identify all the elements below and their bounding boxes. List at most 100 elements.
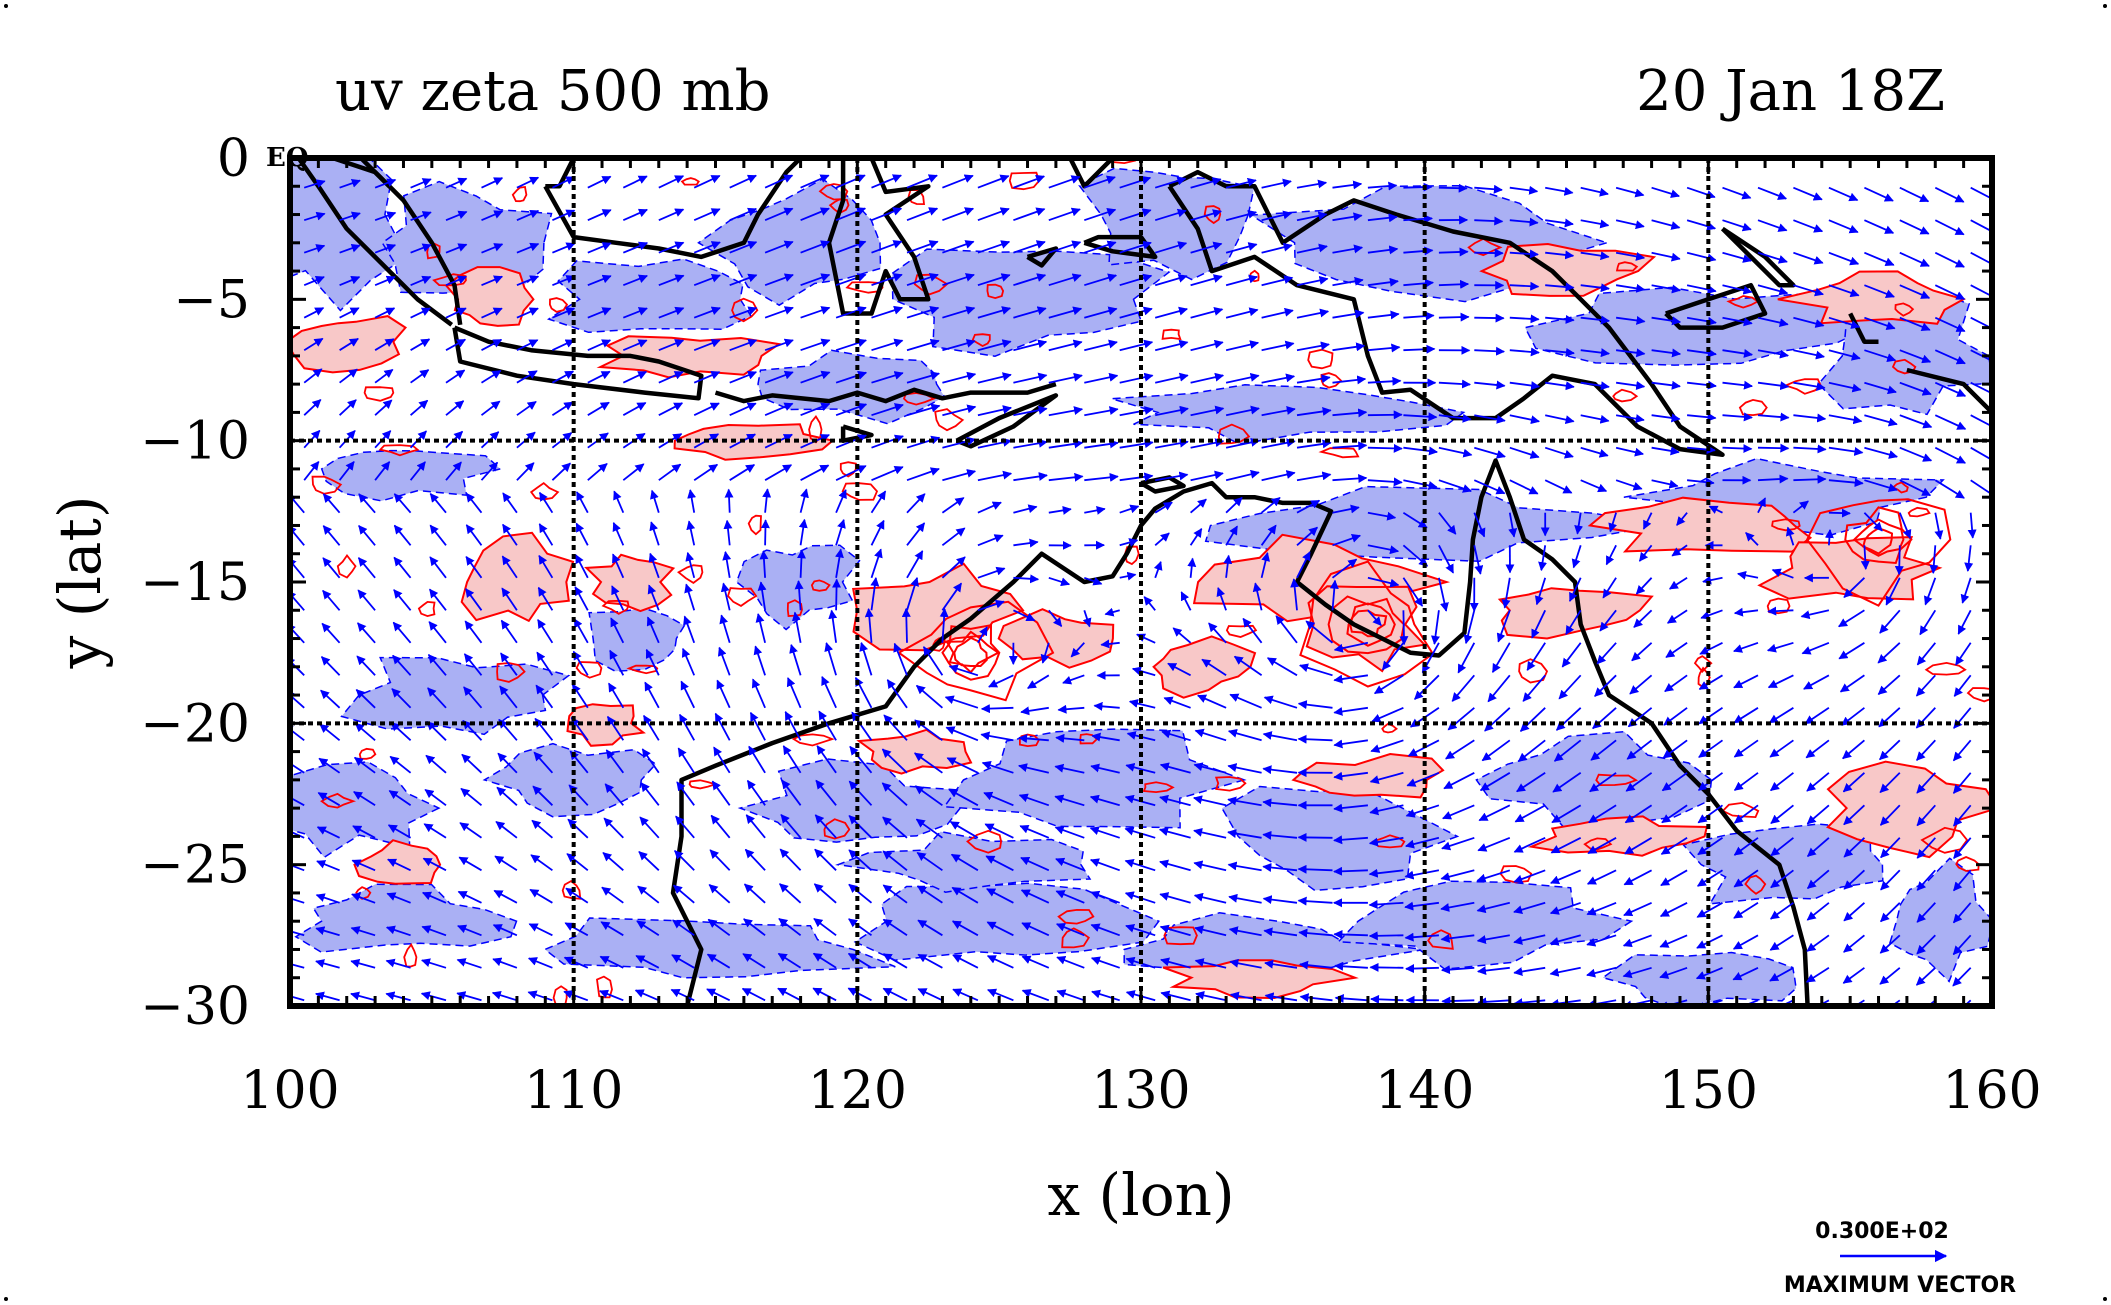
wind-vector bbox=[1438, 446, 1473, 458]
wind-vector bbox=[1131, 666, 1156, 677]
positive-vorticity-area bbox=[1777, 270, 1967, 325]
wind-vector bbox=[566, 853, 589, 872]
wind-vector bbox=[942, 338, 976, 352]
wind-vector bbox=[777, 952, 802, 969]
vector-key: 0.300E+02 MAXIMUM VECTOR bbox=[1784, 1219, 2016, 1298]
wind-vector bbox=[587, 307, 612, 319]
wind-vector bbox=[572, 650, 589, 676]
wind-vector bbox=[1054, 763, 1085, 774]
wind-vector bbox=[1332, 375, 1367, 385]
wind-vector bbox=[494, 855, 518, 872]
wind-vector bbox=[445, 369, 466, 384]
wind-vector bbox=[481, 307, 503, 319]
wind-vector bbox=[393, 493, 412, 514]
wind-vector bbox=[645, 648, 660, 676]
wind-vector bbox=[1368, 836, 1404, 847]
wind-vector bbox=[1463, 610, 1476, 645]
wind-vector bbox=[941, 556, 966, 579]
wind-vector bbox=[714, 712, 731, 741]
vorticity-contour bbox=[1595, 773, 1639, 787]
vorticity-contour bbox=[1057, 908, 1095, 925]
coastline-segment bbox=[331, 158, 463, 326]
wind-vector bbox=[421, 958, 447, 969]
wind-vector bbox=[742, 953, 766, 969]
wind-vector bbox=[749, 711, 766, 741]
wind-vector bbox=[1159, 762, 1191, 774]
wind-vector bbox=[1414, 674, 1440, 700]
wind-vectors bbox=[290, 174, 1992, 1006]
wind-vector bbox=[587, 463, 608, 481]
wind-vector bbox=[1296, 407, 1332, 417]
wind-vector bbox=[818, 710, 837, 741]
wind-vector bbox=[1405, 964, 1439, 974]
wind-vector bbox=[1403, 246, 1434, 256]
wind-vector bbox=[1027, 674, 1050, 689]
vorticity-contour bbox=[1008, 171, 1041, 191]
wind-vector bbox=[1477, 836, 1511, 852]
wind-vector bbox=[303, 179, 326, 189]
wind-vector bbox=[944, 695, 979, 709]
wind-vector bbox=[1201, 658, 1227, 677]
wind-vector bbox=[901, 607, 911, 643]
wind-vector bbox=[1227, 796, 1262, 807]
wind-vector bbox=[782, 745, 802, 774]
wind-vector bbox=[800, 338, 831, 352]
wind-vector bbox=[427, 654, 447, 676]
wind-vector bbox=[693, 274, 721, 287]
wind-vector bbox=[760, 519, 770, 546]
wind-vector bbox=[706, 988, 731, 1002]
wind-vector bbox=[658, 371, 684, 384]
wind-vector bbox=[1190, 372, 1225, 384]
wind-vector bbox=[835, 370, 868, 384]
wind-vector bbox=[1021, 989, 1050, 1002]
wind-vector bbox=[1332, 342, 1366, 352]
wind-vector bbox=[777, 987, 802, 1002]
wind-vector bbox=[871, 174, 902, 189]
wind-vector bbox=[587, 274, 612, 287]
wind-vector bbox=[422, 857, 447, 872]
wind-vector bbox=[576, 491, 589, 514]
wind-vector bbox=[914, 785, 943, 807]
wind-vector bbox=[1474, 248, 1504, 258]
wind-vector bbox=[322, 589, 341, 611]
wind-vector bbox=[481, 210, 504, 222]
wind-vector bbox=[687, 489, 697, 513]
wind-vector bbox=[1018, 763, 1050, 774]
wind-vector bbox=[320, 656, 341, 676]
coastline-segment bbox=[296, 158, 454, 327]
x-tick-label: 160 bbox=[1942, 1061, 2041, 1121]
wind-vector bbox=[1048, 273, 1082, 287]
wind-vector bbox=[791, 611, 802, 643]
wind-vector bbox=[1333, 771, 1369, 781]
wind-vector bbox=[1163, 696, 1191, 709]
wind-vector bbox=[1438, 247, 1469, 257]
wind-vector bbox=[1229, 991, 1262, 1002]
wind-vector bbox=[410, 369, 430, 384]
wind-vector bbox=[886, 679, 908, 709]
wind-vector bbox=[906, 403, 941, 417]
positive-vorticity-area bbox=[1826, 760, 1992, 859]
wind-vector bbox=[1296, 499, 1321, 514]
vorticity-contour bbox=[747, 514, 762, 536]
wind-vector bbox=[849, 745, 873, 774]
wind-vector bbox=[764, 174, 794, 189]
wind-vector bbox=[707, 918, 731, 937]
wind-vector bbox=[835, 306, 867, 319]
wind-vector bbox=[1261, 178, 1292, 189]
vorticity-contour bbox=[432, 273, 467, 287]
wind-vector bbox=[516, 339, 539, 352]
positive-vorticity-area bbox=[1587, 496, 1813, 553]
wind-vector bbox=[495, 820, 518, 839]
wind-vector bbox=[1299, 663, 1333, 677]
wind-vector bbox=[672, 919, 695, 937]
wind-vector bbox=[1367, 245, 1399, 255]
wind-vector bbox=[693, 338, 721, 352]
wind-vector bbox=[537, 586, 554, 611]
wind-vector bbox=[1332, 534, 1361, 547]
wind-vector bbox=[753, 645, 766, 676]
wind-vector bbox=[465, 555, 483, 579]
wind-vector bbox=[951, 886, 979, 904]
wind-vector bbox=[1223, 554, 1233, 578]
wind-vector bbox=[1090, 763, 1120, 774]
wind-vector bbox=[812, 987, 837, 1002]
